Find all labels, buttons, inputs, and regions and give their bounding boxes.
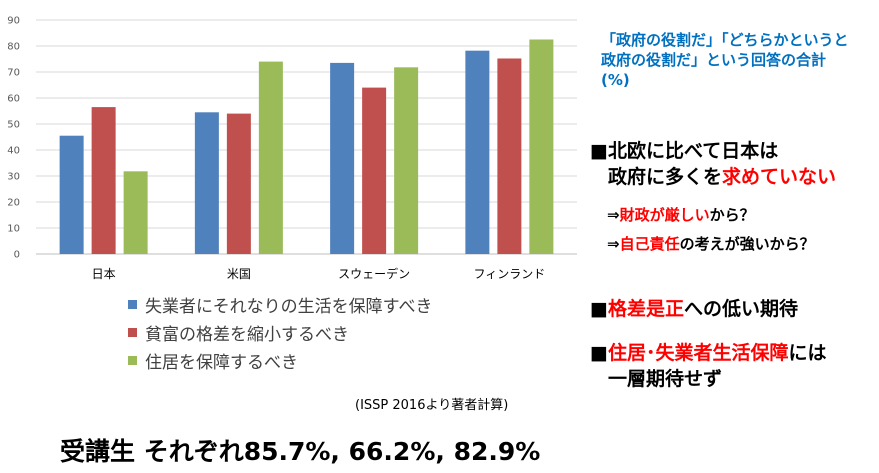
chart-legend: 失業者にそれなりの生活を保障すべき 貧富の格差を縮小するべき 住居を保障するべき — [128, 290, 432, 374]
arrow-glyph: ⇒ — [607, 235, 620, 253]
student-results: 受講生 それぞれ85.7%, 66.2%, 82.9% — [60, 437, 541, 466]
legend-swatch-green — [128, 355, 137, 365]
sub-point-1: ⇒財政が厳しいから？ — [607, 204, 755, 225]
bar — [123, 171, 148, 254]
bar — [91, 107, 116, 254]
x-category-label: フィンランド — [473, 267, 545, 281]
x-category-label: 米国 — [227, 267, 251, 281]
bar — [394, 67, 419, 254]
bar — [226, 113, 251, 254]
y-tick-label: 90 — [7, 16, 20, 27]
highlight-text: 求めていない — [722, 166, 837, 188]
bar — [258, 61, 283, 254]
legend-label: 貧富の格差を縮小するべき — [145, 324, 349, 345]
y-tick-label: 40 — [7, 146, 20, 157]
x-category-label: スウェーデン — [338, 266, 410, 281]
bullet-text: には — [788, 342, 827, 364]
source-note: (ISSP 2016より著者計算) — [355, 398, 509, 413]
bullet-point-3: ■住居･失業者生活保障には 一層期待せず — [590, 340, 826, 392]
bar — [59, 135, 84, 254]
arrow-glyph: ⇒ — [607, 206, 620, 224]
bar-chart: 0 10 20 30 40 50 60 70 80 90 日本 米国 スウェーデン フィンランド — [7, 16, 577, 281]
legend-swatch-blue — [128, 299, 137, 309]
legend-label: 失業者にそれなりの生活を保障すべき — [145, 296, 433, 317]
bullet-text: 一層期待せず — [608, 368, 723, 390]
y-tick-label: 20 — [7, 198, 20, 209]
y-tick-label: 70 — [7, 68, 20, 79]
bullet-text: 政府に多くを — [608, 166, 723, 188]
legend-item-housing: 住居を保障するべき — [128, 346, 432, 374]
bullet-marker: ■ — [590, 140, 608, 162]
x-category-label: 日本 — [92, 267, 116, 281]
bullet-point-1: ■北欧に比べて日本は 政府に多くを求めていない — [590, 138, 836, 190]
bar — [529, 39, 554, 254]
y-tick-label: 80 — [7, 42, 20, 53]
bullet-marker: ■ — [590, 298, 608, 320]
y-tick-label: 0 — [14, 250, 20, 261]
sub-text: から？ — [709, 206, 755, 224]
highlight-text: 格差是正 — [607, 298, 684, 320]
bullet-marker: ■ — [590, 342, 608, 364]
y-tick-label: 60 — [7, 94, 20, 105]
sub-point-2: ⇒自己責任の考えが強いから？ — [607, 233, 815, 254]
chart-note-title: 「政府の役割だ」「どちらかというと政府の役割だ」という回答の合計 (%) — [601, 31, 849, 89]
bullet-point-2: ■格差是正への低い期待 — [590, 296, 798, 322]
y-tick-label: 30 — [7, 172, 20, 183]
legend-item-inequality: 貧富の格差を縮小するべき — [128, 318, 432, 346]
bar — [362, 87, 387, 254]
y-tick-label: 10 — [7, 224, 20, 235]
highlight-text: 住居･失業者生活保障 — [607, 342, 789, 364]
bar — [330, 62, 355, 255]
bar — [497, 58, 522, 255]
legend-item-unemployed: 失業者にそれなりの生活を保障すべき — [128, 290, 432, 318]
legend-swatch-red — [128, 327, 137, 337]
legend-label: 住居を保障するべき — [145, 352, 298, 373]
bar — [194, 112, 219, 254]
bar — [465, 50, 490, 255]
sub-text: の考えが強いから？ — [679, 235, 815, 253]
y-tick-label: 50 — [7, 120, 20, 131]
highlight-text: 自己責任 — [619, 235, 680, 253]
bullet-text: 北欧に比べて日本は — [607, 140, 779, 162]
highlight-text: 財政が厳しい — [619, 206, 710, 224]
bullet-text: への低い期待 — [683, 298, 798, 320]
